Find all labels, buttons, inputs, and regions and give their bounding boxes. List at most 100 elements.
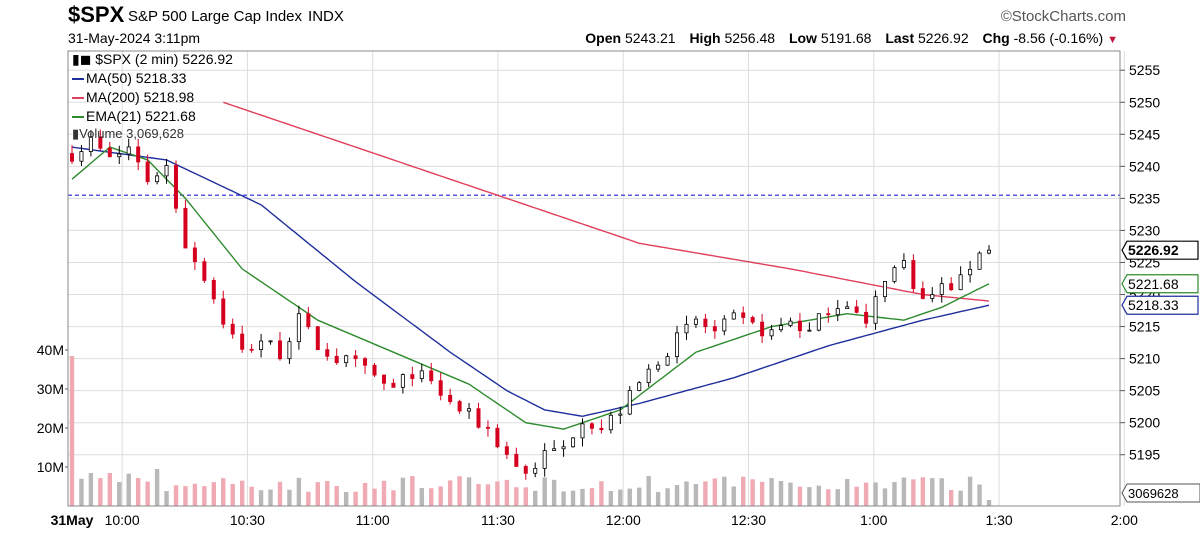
volume-bar xyxy=(258,490,264,506)
x-tick-label: 12:00 xyxy=(606,512,641,528)
candle-body xyxy=(637,382,642,391)
tag-label: 3069628 xyxy=(1128,486,1179,501)
volume-tick-label: 20M xyxy=(37,420,64,436)
volume-bar xyxy=(457,476,462,506)
volume-bar xyxy=(221,478,226,506)
chg-value: -8.56 (-0.16%) xyxy=(1013,30,1104,46)
candle-body xyxy=(296,313,301,343)
candle-body xyxy=(438,380,443,396)
candle-body xyxy=(136,146,141,163)
legend-ma200-label: MA(200) 5218.98 xyxy=(86,89,195,105)
volume-bar xyxy=(684,481,689,506)
candle-body xyxy=(665,356,670,366)
volume-bar xyxy=(353,491,358,506)
volume-bar xyxy=(948,489,954,506)
candle-body xyxy=(580,423,585,439)
candle-body xyxy=(164,165,169,177)
volume-bar xyxy=(542,477,547,506)
candle-body xyxy=(901,260,906,269)
candle-body xyxy=(495,427,500,448)
last-label: Last xyxy=(885,30,915,46)
volume-bar xyxy=(447,480,453,506)
candle-body xyxy=(344,355,349,364)
candle-body xyxy=(693,318,698,325)
candle-body xyxy=(400,374,405,388)
candle-body xyxy=(949,283,954,291)
candle-body xyxy=(797,320,802,332)
volume-bar xyxy=(570,490,576,506)
volume-bar xyxy=(863,482,869,506)
volume-bar xyxy=(797,486,803,506)
volume-bar xyxy=(533,490,538,506)
last-price-tag: 5226.92 xyxy=(1121,240,1199,260)
y-tick-label: 5245 xyxy=(1129,126,1160,142)
candle-body xyxy=(627,390,632,415)
x-tick-label: 10:00 xyxy=(105,512,140,528)
candle-body xyxy=(381,374,386,384)
ma200-swatch xyxy=(72,97,84,100)
candle-body xyxy=(70,153,75,162)
y-tick-label: 5215 xyxy=(1129,319,1160,335)
volume-bar xyxy=(504,479,510,506)
volume-bar xyxy=(202,486,207,506)
chg-label: Chg xyxy=(982,30,1010,46)
candle-body xyxy=(741,312,746,318)
last-value: 5226.92 xyxy=(918,30,969,46)
x-tick-label: 2:00 xyxy=(1111,512,1138,528)
volume-bar xyxy=(438,486,443,506)
volume-bar xyxy=(741,476,746,506)
candle-body xyxy=(854,306,859,313)
volume-bar xyxy=(712,478,718,506)
candle-body xyxy=(618,413,623,416)
volume-bar xyxy=(693,484,699,506)
candle-body xyxy=(126,146,131,155)
volume-tick-label: 30M xyxy=(37,381,64,397)
volume-bar xyxy=(844,479,850,506)
volume-bar xyxy=(230,483,235,506)
candle-body xyxy=(117,153,122,158)
candle-body xyxy=(968,268,973,276)
chart-datetime: 31-May-2024 3:11pm xyxy=(68,30,201,46)
volume-bar xyxy=(362,482,368,506)
candle-body xyxy=(684,323,689,334)
legend-ma50-label: MA(50) 5218.33 xyxy=(86,70,187,86)
volume-bar xyxy=(183,486,188,506)
candle-body xyxy=(221,298,226,325)
candle-body xyxy=(485,426,490,429)
volume-bar xyxy=(986,500,992,506)
ema21-swatch xyxy=(72,116,84,119)
candle-body xyxy=(98,136,103,149)
candle-body xyxy=(457,401,462,412)
tag-label: 5226.92 xyxy=(1128,242,1179,258)
volume-bar xyxy=(807,487,812,506)
tag-label: 5218.33 xyxy=(1128,297,1179,313)
tag-shape xyxy=(1121,295,1199,315)
candle-body xyxy=(533,468,538,474)
volume-bars xyxy=(69,356,992,506)
volume-bar xyxy=(892,482,897,506)
candle-body xyxy=(155,175,160,183)
volume-bar xyxy=(977,484,982,506)
volume-bar xyxy=(164,491,169,506)
candle-body xyxy=(145,161,150,183)
tag-label: 5221.68 xyxy=(1128,276,1179,292)
volume-bar xyxy=(107,473,113,506)
low-label: Low xyxy=(788,30,817,46)
volume-bar xyxy=(98,478,103,506)
volume-bar xyxy=(334,486,339,506)
candle-body xyxy=(277,340,282,360)
candle-body xyxy=(646,368,651,384)
candle-body xyxy=(363,358,368,366)
volume-bar xyxy=(646,476,651,506)
volume-bar xyxy=(911,479,916,506)
volume-bar xyxy=(88,473,94,506)
volume-bar xyxy=(268,489,273,506)
quote-summary: Open 5243.21 High 5256.48 Low 5191.68 La… xyxy=(575,30,1118,46)
volume-bar xyxy=(958,490,963,506)
volume-bar xyxy=(637,487,642,506)
axis-value-tags: 5226.92 5221.68 5218.33 3069628 xyxy=(1121,240,1200,503)
candle-body xyxy=(873,296,878,324)
volume-bar xyxy=(523,487,528,506)
volume-bar xyxy=(618,489,623,506)
x-tick-label: 12:30 xyxy=(731,512,766,528)
